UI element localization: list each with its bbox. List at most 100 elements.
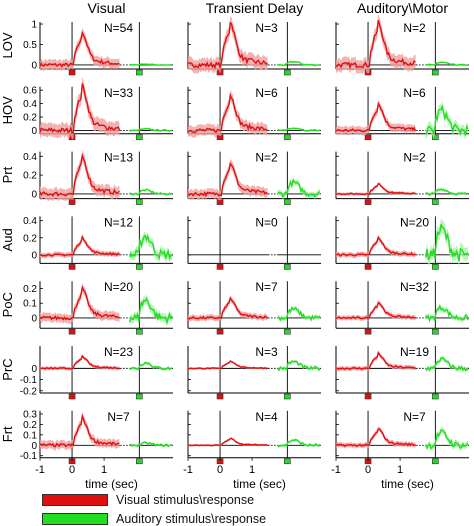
x-tick-label: 0 — [365, 464, 371, 476]
visual-trace — [187, 296, 268, 320]
y-tick-label: 0.2 — [23, 284, 37, 295]
visual-stimulus-marker — [216, 199, 224, 205]
auditory-trace — [277, 178, 321, 199]
visual-trace — [39, 285, 120, 321]
auditory-stimulus-marker — [136, 199, 143, 205]
auditory-stimulus-marker — [136, 134, 143, 141]
auditory-stimulus-marker — [136, 458, 143, 465]
n-label: N=19 — [400, 345, 429, 359]
panel: 0-0.1-0.2 N=23 — [20, 345, 173, 400]
auditory-stimulus-marker — [432, 199, 439, 205]
y-tick-label: 0 — [31, 60, 37, 71]
legend-label-visual: Visual stimulus\response — [116, 493, 255, 507]
visual-error-band — [40, 27, 120, 72]
y-tick-label: -0.2 — [20, 386, 38, 397]
auditory-trace — [425, 61, 469, 67]
visual-trace — [39, 234, 120, 257]
auditory-trace — [277, 127, 321, 132]
visual-error-band — [40, 234, 120, 259]
panel: 0 0.5 1 N=54 — [23, 20, 173, 76]
n-label: N=0 — [255, 215, 278, 229]
legend-swatch-visual — [42, 494, 108, 506]
panel: 0 0.2 0.4 0.6 N=33 — [23, 76, 173, 141]
n-label: N=2 — [255, 151, 278, 165]
auditory-trace — [129, 234, 173, 261]
auditory-trace — [129, 361, 173, 371]
panel: N=20 — [335, 215, 469, 270]
n-label: N=54 — [104, 21, 133, 35]
panel: N=0 — [187, 215, 321, 270]
auditory-error-band — [277, 177, 321, 200]
n-label: N=6 — [403, 86, 426, 100]
y-tick-label: 0.2 — [23, 420, 37, 431]
y-tick-label: 0.3 — [23, 409, 37, 420]
auditory-stimulus-marker — [284, 328, 291, 335]
visual-trace — [335, 101, 417, 133]
auditory-stimulus-marker — [136, 69, 143, 76]
visual-trace — [39, 30, 120, 69]
auditory-stimulus-marker — [432, 328, 439, 335]
auditory-trace — [425, 188, 469, 196]
panel: N=3 — [187, 345, 321, 400]
y-tick-label: 0.4 — [23, 216, 37, 227]
auditory-stimulus-marker — [284, 199, 291, 205]
auditory-stimulus-marker — [432, 458, 439, 465]
panel: N=2 — [335, 151, 469, 205]
x-tick-label: -1 — [183, 464, 193, 476]
auditory-trace — [425, 304, 469, 323]
panel: 0 0.1 0.2 N=20 — [23, 280, 173, 335]
auditory-error-band — [277, 359, 321, 372]
auditory-error-band — [425, 355, 469, 373]
x-axis-label: time (sec) — [381, 477, 434, 491]
visual-trace — [335, 351, 416, 371]
n-label: N=33 — [104, 86, 133, 100]
y-tick-label: 0 — [31, 441, 37, 452]
visual-error-band — [40, 354, 120, 371]
auditory-error-band — [129, 294, 173, 327]
visual-trace — [335, 428, 416, 448]
visual-stimulus-marker — [364, 264, 372, 270]
visual-stimulus-marker — [216, 264, 224, 270]
auditory-trace — [277, 306, 321, 322]
y-tick-label: 0.2 — [23, 233, 37, 244]
legend-label-auditory: Auditory stimulus\response — [116, 512, 267, 526]
y-tick-label: 0 — [31, 126, 37, 137]
n-label: N=3 — [255, 21, 278, 35]
panel: N=6 — [187, 86, 321, 141]
visual-stimulus-marker — [68, 69, 76, 76]
visual-stimulus-marker — [364, 328, 372, 335]
auditory-stimulus-marker — [284, 134, 291, 141]
n-label: N=7 — [255, 280, 278, 294]
visual-trace — [187, 21, 268, 70]
visual-stimulus-marker — [364, 393, 372, 400]
visual-error-band — [40, 76, 120, 140]
panel: N=3 — [187, 16, 321, 76]
visual-stimulus-marker — [216, 393, 224, 400]
x-tick-label: -1 — [35, 464, 45, 476]
region-label: Aud — [0, 228, 15, 251]
visual-trace — [39, 354, 120, 370]
x-tick-label: 0 — [69, 464, 75, 476]
auditory-stimulus-marker — [136, 328, 143, 335]
auditory-stimulus-marker — [284, 393, 291, 400]
auditory-trace — [129, 188, 173, 196]
y-tick-label: 0.2 — [23, 171, 37, 182]
visual-error-band — [40, 411, 120, 451]
auditory-stimulus-marker — [136, 264, 143, 270]
auditory-stimulus-marker — [284, 69, 291, 76]
x-axis-label: time (sec) — [85, 477, 138, 491]
panel: 0 0.2 0.4 N=13 — [23, 150, 173, 205]
auditory-stimulus-marker — [284, 264, 291, 270]
panel: N=6 — [335, 86, 469, 141]
n-label: N=7 — [403, 410, 426, 424]
auditory-trace — [277, 360, 321, 372]
visual-error-band — [336, 99, 416, 136]
auditory-trace — [277, 60, 321, 67]
panel: N=19 — [335, 345, 469, 400]
visual-stimulus-marker — [68, 328, 76, 335]
y-tick-label: 0.5 — [23, 40, 37, 51]
visual-trace — [335, 235, 416, 257]
